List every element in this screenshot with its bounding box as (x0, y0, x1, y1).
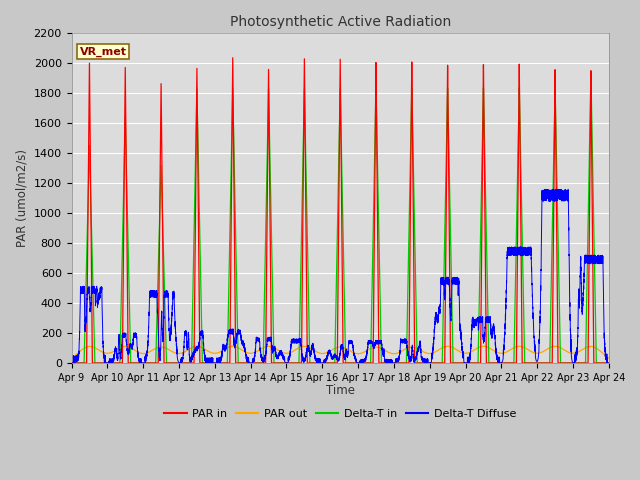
Text: VR_met: VR_met (79, 47, 127, 57)
Title: Photosynthetic Active Radiation: Photosynthetic Active Radiation (230, 15, 451, 29)
Y-axis label: PAR (umol/m2/s): PAR (umol/m2/s) (15, 149, 28, 247)
Legend: PAR in, PAR out, Delta-T in, Delta-T Diffuse: PAR in, PAR out, Delta-T in, Delta-T Dif… (160, 405, 520, 423)
X-axis label: Time: Time (326, 384, 355, 397)
